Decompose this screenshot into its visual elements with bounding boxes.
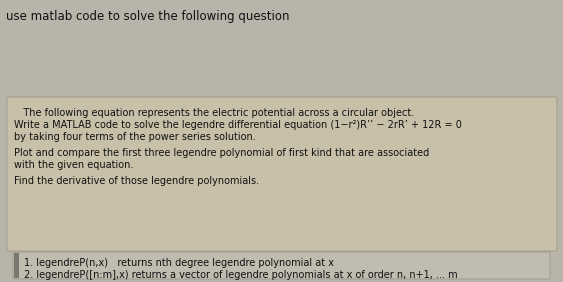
Text: Find the derivative of those legendre polynomials.: Find the derivative of those legendre po… xyxy=(14,176,259,186)
Text: The following equation represents the electric potential across a circular objec: The following equation represents the el… xyxy=(14,108,414,118)
FancyBboxPatch shape xyxy=(7,97,557,251)
Text: 2. legendreP([n:m],x) returns a vector of legendre polynomials at x of order n, : 2. legendreP([n:m],x) returns a vector o… xyxy=(24,270,458,280)
Text: Plot and compare the first three legendre polynomial of first kind that are asso: Plot and compare the first three legendr… xyxy=(14,148,429,158)
FancyBboxPatch shape xyxy=(13,252,550,279)
Text: 1. legendreP(n,x)   returns nth degree legendre polynomial at x: 1. legendreP(n,x) returns nth degree leg… xyxy=(24,258,334,268)
Text: with the given equation.: with the given equation. xyxy=(14,160,133,170)
Text: Write a MATLAB code to solve the legendre differential equation (1−r²)R’’ − 2rR’: Write a MATLAB code to solve the legendr… xyxy=(14,120,462,130)
Text: use matlab code to solve the following question: use matlab code to solve the following q… xyxy=(6,10,289,23)
Text: by taking four terms of the power series solution.: by taking four terms of the power series… xyxy=(14,132,256,142)
Bar xyxy=(14,253,19,278)
